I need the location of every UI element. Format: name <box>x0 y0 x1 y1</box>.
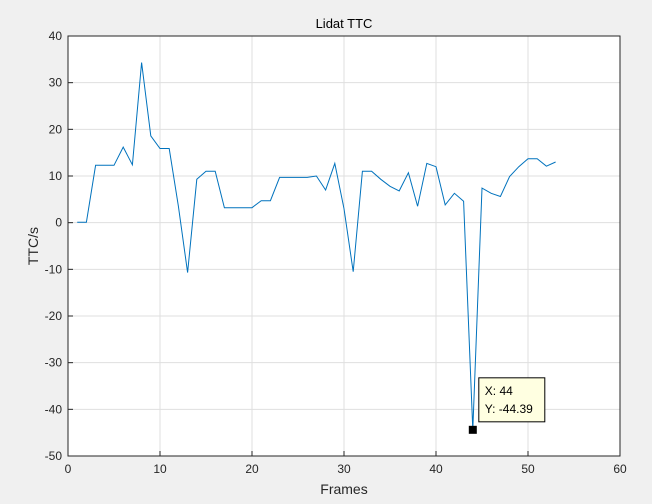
y-tick-label: -30 <box>45 356 63 370</box>
y-tick-label: 30 <box>49 76 63 90</box>
x-tick-label: 40 <box>429 462 443 476</box>
y-axis-ticks: -50 -40 -30 -20 -10 0 10 20 30 40 <box>45 29 73 463</box>
x-tick-label: 10 <box>153 462 167 476</box>
x-axis-label: Frames <box>320 481 367 497</box>
x-tick-label: 20 <box>245 462 259 476</box>
y-tick-label: 10 <box>49 169 63 183</box>
y-tick-label: -10 <box>45 262 63 276</box>
chart-title: Lidat TTC <box>316 16 373 31</box>
x-tick-label: 0 <box>65 462 72 476</box>
x-tick-label: 60 <box>613 462 627 476</box>
datatip-x-text: X: 44 <box>485 384 513 398</box>
y-tick-label: 40 <box>49 29 63 43</box>
x-tick-label: 30 <box>337 462 351 476</box>
ttc-series-line[interactable] <box>77 62 556 430</box>
y-tick-label: 0 <box>55 216 62 230</box>
y-tick-label: -40 <box>45 402 63 416</box>
datatip-y-text: Y: -44.39 <box>485 402 533 416</box>
datatip-box <box>478 377 546 423</box>
y-tick-label: -20 <box>45 309 63 323</box>
y-axis-label: TTC/s <box>25 227 41 265</box>
datatip-marker[interactable] <box>468 425 477 434</box>
y-tick-label: -50 <box>45 449 63 463</box>
y-tick-label: 20 <box>49 122 63 136</box>
datatip[interactable]: X: 44 Y: -44.39 <box>468 377 546 434</box>
x-axis-ticks: 0 10 20 30 40 50 60 <box>65 451 627 476</box>
x-tick-label: 50 <box>521 462 535 476</box>
